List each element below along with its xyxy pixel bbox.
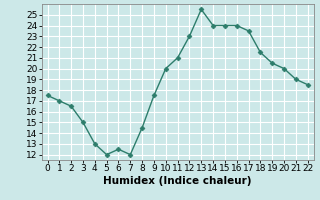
X-axis label: Humidex (Indice chaleur): Humidex (Indice chaleur) bbox=[103, 176, 252, 186]
